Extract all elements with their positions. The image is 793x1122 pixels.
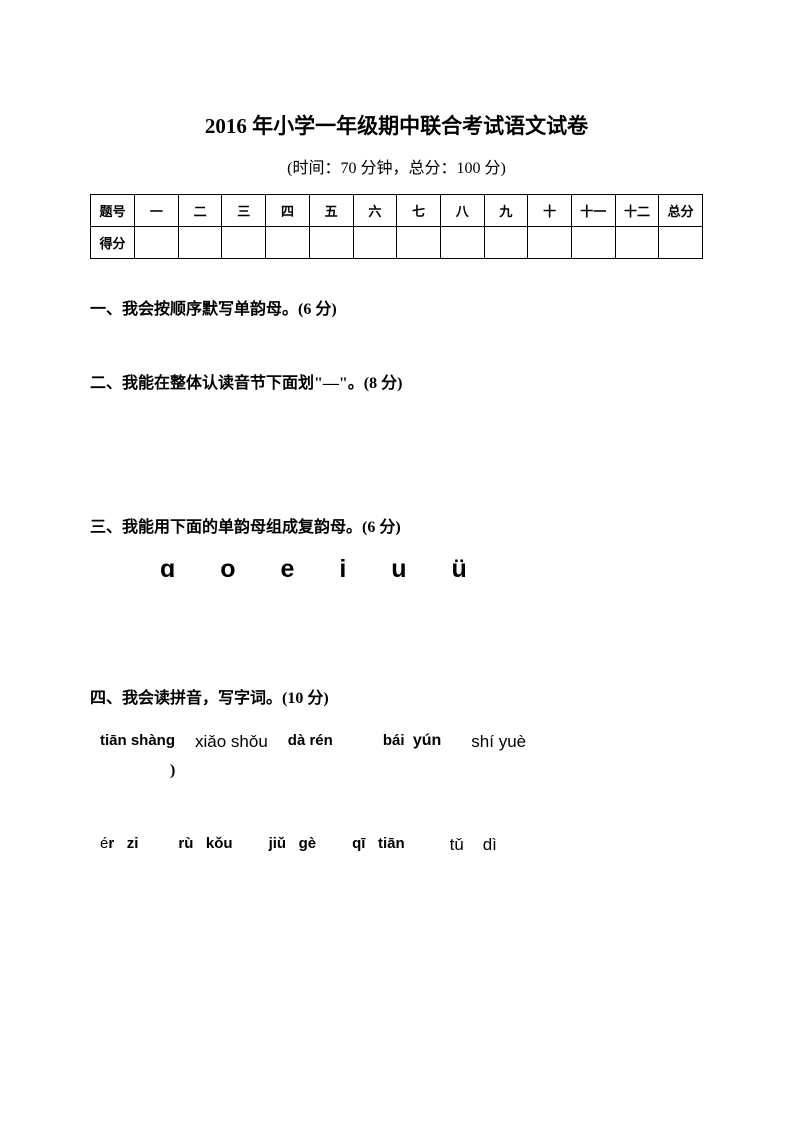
score-cell: [397, 227, 441, 259]
col-header: 八: [440, 195, 484, 227]
col-header: 十一: [571, 195, 615, 227]
col-header: 七: [397, 195, 441, 227]
row-label: 得分: [91, 227, 135, 259]
score-cell: [571, 227, 615, 259]
pinyin-word: qī tiān: [352, 835, 405, 855]
col-header: 六: [353, 195, 397, 227]
col-header: 十: [528, 195, 572, 227]
score-cell: [222, 227, 266, 259]
score-cell: [353, 227, 397, 259]
question-heading: 四、我会读拼音，写字词。(10 分): [90, 684, 703, 708]
pinyin-word: shí yuè: [471, 732, 526, 752]
vowel: ɑ: [160, 555, 175, 583]
question-3: 三、我能用下面的单韵母组成复韵母。(6 分) ɑ o e i u ü: [90, 513, 703, 584]
question-heading: 二、我能在整体认读音节下面划"—"。(8 分): [90, 369, 703, 393]
col-header: 五: [309, 195, 353, 227]
score-cell: [266, 227, 310, 259]
col-header: 二: [178, 195, 222, 227]
score-cell: [135, 227, 179, 259]
score-table: 题号 一 二 三 四 五 六 七 八 九 十 十一 十二 总分 得分: [90, 194, 703, 259]
score-cell: [528, 227, 572, 259]
question-heading: 三、我能用下面的单韵母组成复韵母。(6 分): [90, 513, 703, 537]
col-header: 三: [222, 195, 266, 227]
score-cell: [659, 227, 703, 259]
vowel: ü: [451, 555, 466, 583]
pinyin-word: rù kǒu: [178, 835, 232, 855]
score-cell: [440, 227, 484, 259]
col-header: 十二: [615, 195, 659, 227]
exam-subtitle: (时间：70 分钟，总分：100 分): [90, 154, 703, 178]
pinyin-word: tǔ dì: [450, 835, 497, 855]
question-4: 四、我会读拼音，写字词。(10 分) tiān shànɡ xiǎo shǒu …: [90, 684, 703, 855]
exam-title: 2016 年小学一年级期中联合考试语文试卷: [90, 110, 703, 140]
vowel-list: ɑ o e i u ü: [90, 555, 703, 584]
vowel: e: [280, 555, 294, 583]
pinyin-word: jiǔ ɡè: [269, 835, 317, 855]
question-1: 一、我会按顺序默写单韵母。(6 分): [90, 295, 703, 319]
vowel: i: [339, 555, 346, 583]
row-label: 题号: [91, 195, 135, 227]
vowel: u: [391, 555, 406, 583]
pinyin-word: tiān shànɡ: [100, 732, 175, 752]
col-header: 一: [135, 195, 179, 227]
question-2: 二、我能在整体认读音节下面划"—"。(8 分): [90, 369, 703, 393]
table-row: 题号 一 二 三 四 五 六 七 八 九 十 十一 十二 总分: [91, 195, 703, 227]
pinyin-word: bái yún: [383, 732, 441, 752]
pinyin-row: tiān shànɡ xiǎo shǒu dà rén bái yún shí …: [90, 732, 703, 752]
score-cell: [615, 227, 659, 259]
pinyin-word: dà rén: [288, 732, 333, 752]
question-heading: 一、我会按顺序默写单韵母。(6 分): [90, 295, 703, 319]
vowel: o: [220, 555, 235, 583]
table-row: 得分: [91, 227, 703, 259]
pinyin-word: xiǎo shǒu: [195, 732, 268, 752]
pinyin-row: ér zi rù kǒu jiǔ ɡè qī tiān tǔ dì: [90, 835, 703, 855]
score-cell: [178, 227, 222, 259]
paren-text: ): [90, 762, 703, 780]
score-cell: [309, 227, 353, 259]
col-header: 九: [484, 195, 528, 227]
pinyin-word: ér zi: [100, 835, 138, 855]
score-cell: [484, 227, 528, 259]
col-header: 四: [266, 195, 310, 227]
col-header: 总分: [659, 195, 703, 227]
